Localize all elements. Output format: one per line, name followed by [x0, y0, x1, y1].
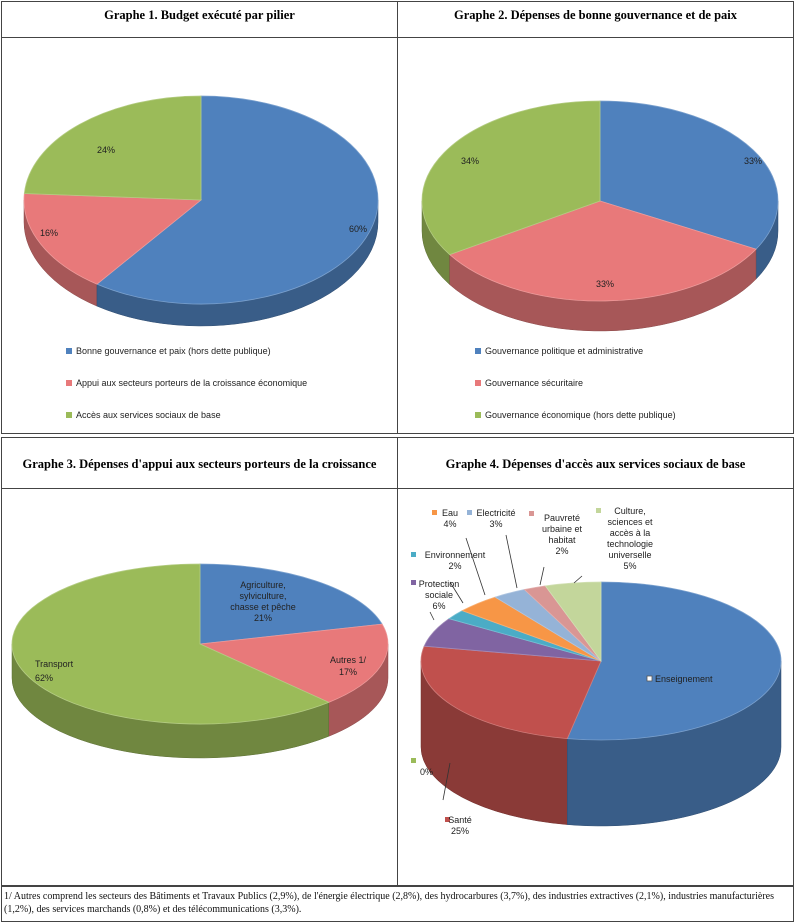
chart-4-marker-8 — [596, 508, 601, 513]
chart-4-leader-line-2 — [449, 581, 464, 604]
chart-2-slice-0 — [599, 100, 779, 250]
chart-4-marker-3 — [411, 580, 416, 585]
chart-3-slice-1 — [198, 623, 389, 703]
chart-4-slice-1 — [420, 645, 602, 740]
footnote: 1/ Autres comprend les secteurs des Bâti… — [4, 891, 775, 915]
chart-1-legend-item-2: Accès aux services sociaux de base — [66, 410, 221, 420]
chart-2-data-label-1: 33% — [596, 279, 614, 289]
legend-swatch — [66, 412, 72, 418]
legend-swatch — [475, 412, 481, 418]
chart-3-data-label-0: Agriculture, sylviculture, chasse et pêche… — [230, 580, 296, 623]
chart-4-data-label-0: Enseignement — [655, 674, 713, 684]
chart-4-data-label-3: Protection sociale 6% — [419, 579, 460, 611]
chart-4-data-label-8: Culture, sciences et accès à la technologie… — [607, 506, 653, 571]
chart-2-legend-item-1: Gouvernance sécuritaire — [475, 378, 583, 388]
chart-4-marker-6 — [467, 510, 472, 515]
chart-2-slice-2 — [421, 100, 601, 256]
chart-4-leader-line-1 — [429, 611, 435, 621]
chart-4-leader-line-6 — [573, 575, 583, 584]
chart-4-title: Graphe 4. Dépenses d'accès aux services … — [445, 457, 746, 471]
chart-2-legend-item-2: Gouvernance économique (hors dette publi… — [475, 410, 676, 420]
chart-1-data-label-0: 60% — [349, 224, 367, 234]
legend-swatch — [66, 348, 72, 354]
legend-label: Accès aux services sociaux de base — [76, 410, 221, 420]
chart-4-marker-7 — [529, 511, 534, 516]
chart-1-data-label-2: 24% — [97, 145, 115, 155]
chart-4-marker-5 — [432, 510, 437, 515]
legend-label: Bonne gouvernance et paix (hors dette pu… — [76, 346, 271, 356]
chart-4-leader-line-5 — [539, 566, 545, 586]
chart-1-data-label-1: 16% — [40, 228, 58, 238]
chart-1-slice-2 — [23, 95, 202, 201]
chart-2-title: Graphe 2. Dépenses de bonne gouvernance … — [454, 8, 737, 22]
chart-1-legend-item-1: Appui aux secteurs porteurs de la croiss… — [66, 378, 307, 388]
chart-4-data-label-7: Pauvreté urbaine et habitat 2% — [542, 513, 583, 556]
chart-4-leader-line-3 — [465, 537, 486, 596]
legend-label: Gouvernance politique et administrative — [485, 346, 643, 356]
chart-2-data-label-0: 33% — [744, 156, 762, 166]
chart-4-slice-0 — [566, 581, 782, 741]
chart-4-data-label-5: Eau 4% — [442, 508, 458, 529]
legend-swatch — [475, 380, 481, 386]
legend-label: Gouvernance économique (hors dette publi… — [485, 410, 676, 420]
chart-3-data-label-1: Autres 1/17% — [330, 655, 367, 677]
chart-4-slice-8 — [544, 581, 602, 663]
chart-2-data-label-2: 34% — [461, 156, 479, 166]
chart-4-marker-2 — [411, 758, 416, 763]
chart-3-data-label-2: Transport 62% — [35, 659, 74, 683]
legend-swatch — [66, 380, 72, 386]
chart-4-marker-1 — [445, 817, 450, 822]
chart-3-title: Graphe 3. Dépenses d'appui aux secteurs … — [22, 457, 377, 471]
legend-label: Gouvernance sécuritaire — [485, 378, 583, 388]
chart-2-slice-1 — [448, 200, 757, 302]
chart-3-slice-0 — [199, 563, 383, 645]
chart-4-leader-line-0 — [442, 762, 451, 801]
chart-1-legend-item-0: Bonne gouvernance et paix (hors dette pu… — [66, 346, 271, 356]
chart-4-data-label-1: Santé 25% — [448, 815, 472, 836]
legend-label: Appui aux secteurs porteurs de la croiss… — [76, 378, 307, 388]
chart-1-slice-0 — [96, 95, 379, 305]
chart-4-marker-0 — [646, 675, 653, 682]
chart-4-leader-line-4 — [505, 534, 518, 589]
chart-1-slice-1 — [23, 193, 203, 285]
chart-4-data-label-4: Environnement 2% — [425, 550, 486, 571]
chart-4-marker-4 — [411, 552, 416, 557]
chart-4-data-label-6: Electricité 3% — [476, 508, 515, 529]
panel-footnote — [1, 886, 794, 922]
chart-2-legend-item-0: Gouvernance politique et administrative — [475, 346, 643, 356]
chart-1-title: Graphe 1. Budget exécuté par pilier — [104, 8, 295, 22]
chart-4-data-label-2: 0% — [420, 767, 433, 777]
chart-3-slice-2 — [11, 563, 330, 725]
legend-swatch — [475, 348, 481, 354]
